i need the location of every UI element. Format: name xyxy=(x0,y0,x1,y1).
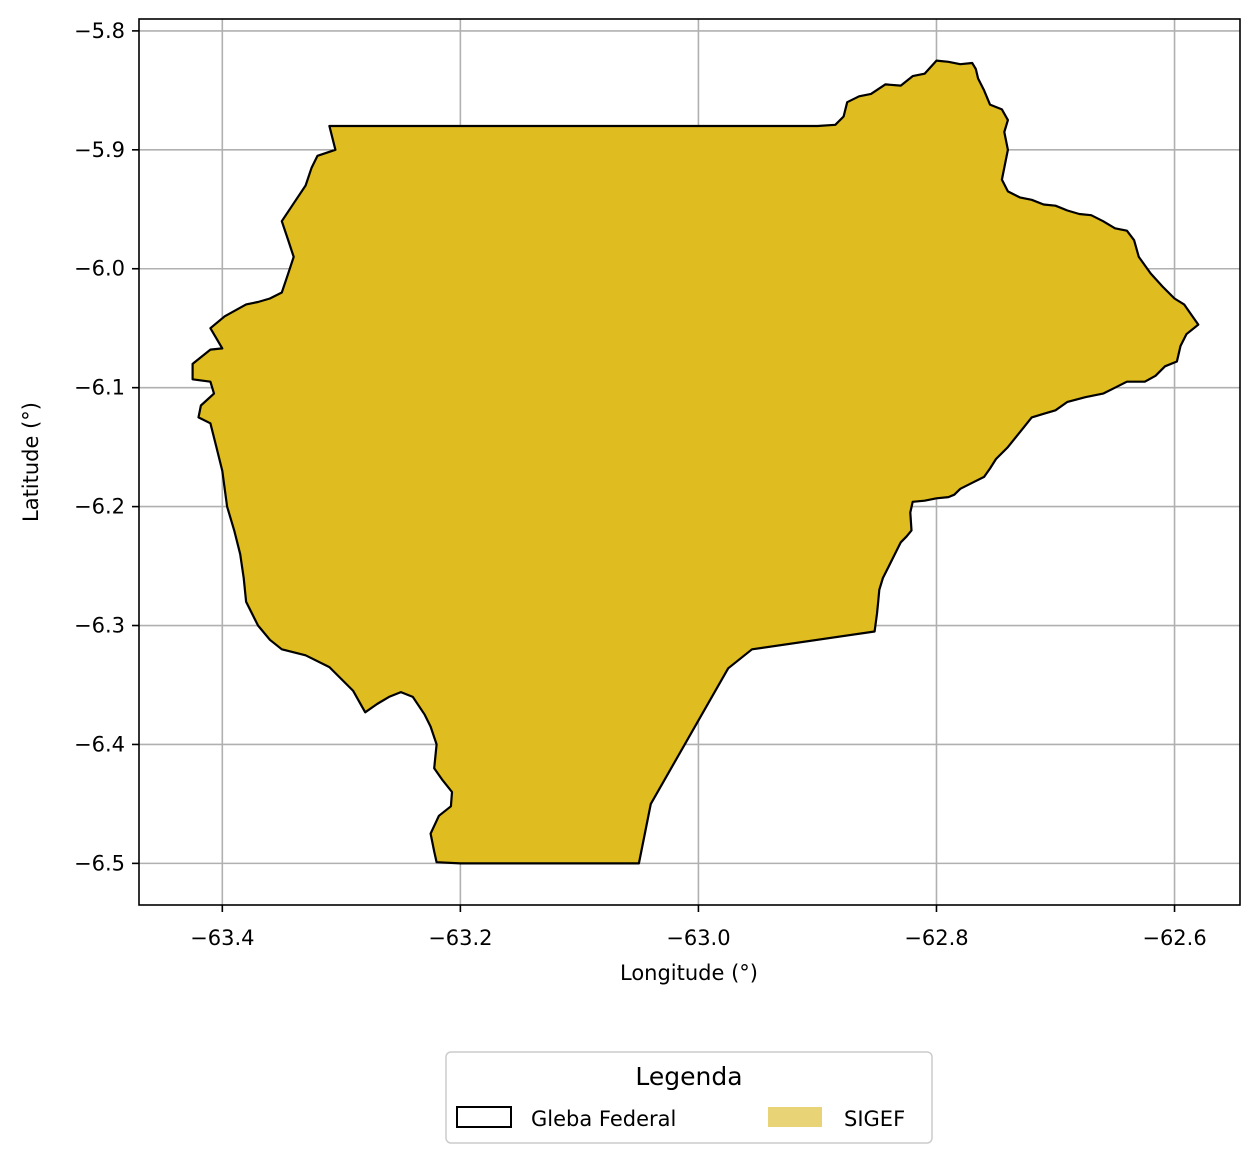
x-tick-label: −62.8 xyxy=(904,926,968,950)
x-tick-label: −63.4 xyxy=(190,926,254,950)
legend-swatch-gleba-federal xyxy=(456,1106,512,1128)
y-tick-label: −6.0 xyxy=(74,257,125,281)
y-tick-label: −6.4 xyxy=(74,732,125,756)
y-tick-label: −5.8 xyxy=(74,19,125,43)
legend: Legenda Gleba Federal SIGEF xyxy=(445,1051,933,1144)
plot-area: −63.4 −63.2 −63.0 −62.8 −62.6 −5.8 −5.9 −6.0 −6… xyxy=(74,18,1241,950)
gleba-federal-polygon xyxy=(191,59,1200,865)
x-axis-ticks: −63.4 −63.2 −63.0 −62.8 −62.6 xyxy=(190,905,1207,950)
x-tick-label: −62.6 xyxy=(1142,926,1206,950)
axes-frame xyxy=(138,18,1241,906)
legend-label-gleba-federal: Gleba Federal xyxy=(531,1107,676,1131)
legend-label-sigef: SIGEF xyxy=(844,1107,905,1131)
y-tick-label: −6.5 xyxy=(74,851,125,875)
legend-title: Legenda xyxy=(635,1062,742,1091)
y-tick-label: −6.2 xyxy=(74,495,125,519)
x-axis-label: Longitude (°) xyxy=(620,961,758,985)
x-tick-label: −63.0 xyxy=(666,926,730,950)
y-tick-label: −6.3 xyxy=(74,614,125,638)
y-axis-label: Latitude (°) xyxy=(19,402,43,522)
y-axis-ticks: −5.8 −5.9 −6.0 −6.1 −6.2 −6.3 −6.4 −6.5 xyxy=(74,19,139,875)
y-tick-label: −6.1 xyxy=(74,376,125,400)
x-tick-label: −63.2 xyxy=(428,926,492,950)
legend-swatch-sigef xyxy=(768,1107,822,1127)
y-tick-label: −5.9 xyxy=(74,138,125,162)
